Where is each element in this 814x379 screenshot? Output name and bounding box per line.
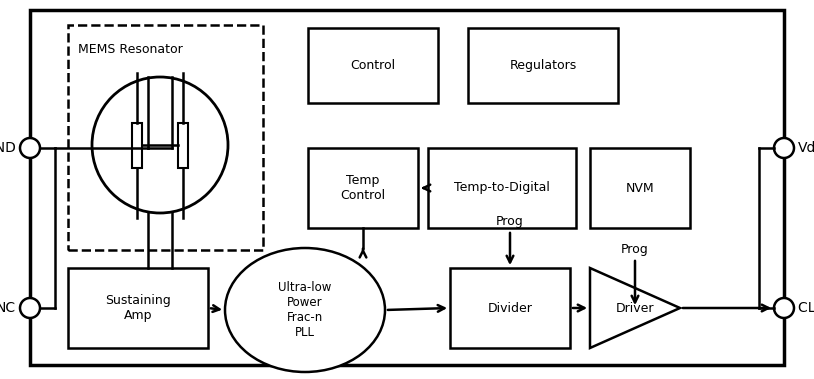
FancyBboxPatch shape <box>428 148 576 228</box>
Text: Sustaining
Amp: Sustaining Amp <box>105 294 171 322</box>
Circle shape <box>20 138 40 158</box>
Text: Ultra-low
Power
Frac-n
PLL: Ultra-low Power Frac-n PLL <box>278 281 331 339</box>
Text: Temp-to-Digital: Temp-to-Digital <box>454 182 550 194</box>
FancyBboxPatch shape <box>68 25 263 250</box>
Text: Divider: Divider <box>488 302 532 315</box>
Text: Driver: Driver <box>615 302 654 315</box>
Text: Prog: Prog <box>496 216 524 229</box>
FancyBboxPatch shape <box>308 148 418 228</box>
FancyBboxPatch shape <box>308 28 438 103</box>
Text: Vdd: Vdd <box>798 141 814 155</box>
Text: GND: GND <box>0 141 16 155</box>
Bar <box>132 122 142 168</box>
Ellipse shape <box>225 248 385 372</box>
Circle shape <box>20 298 40 318</box>
Circle shape <box>774 138 794 158</box>
Text: NC: NC <box>0 301 16 315</box>
Polygon shape <box>590 268 680 348</box>
Text: Control: Control <box>351 59 396 72</box>
Text: Temp
Control: Temp Control <box>340 174 386 202</box>
Circle shape <box>92 77 228 213</box>
FancyBboxPatch shape <box>68 268 208 348</box>
FancyBboxPatch shape <box>590 148 690 228</box>
Text: MEMS Resonator: MEMS Resonator <box>78 43 183 56</box>
FancyBboxPatch shape <box>30 10 784 365</box>
Bar <box>178 122 188 168</box>
FancyBboxPatch shape <box>450 268 570 348</box>
Text: Prog: Prog <box>621 243 649 257</box>
Text: Regulators: Regulators <box>510 59 576 72</box>
Circle shape <box>774 298 794 318</box>
Text: NVM: NVM <box>626 182 654 194</box>
FancyBboxPatch shape <box>468 28 618 103</box>
Text: CLK Out: CLK Out <box>798 301 814 315</box>
